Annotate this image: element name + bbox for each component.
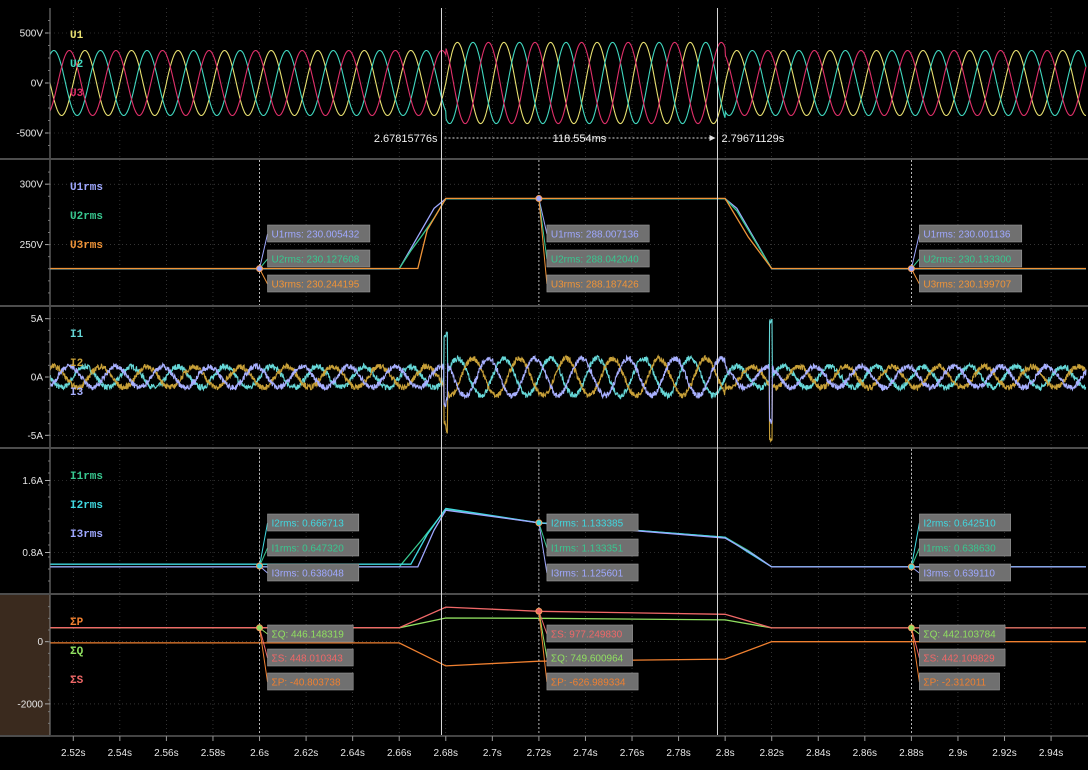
annotation-label: ΣP: -2.312011 xyxy=(923,678,986,689)
time-tick-label: 2.56s xyxy=(154,748,178,759)
annotation-label: I2rms: 0.666713 xyxy=(272,519,345,530)
annotation-marker xyxy=(536,520,542,526)
annotation-label: I1rms: 0.638630 xyxy=(923,544,996,555)
series-label: U1rms xyxy=(70,182,103,194)
time-tick-label: 2.54s xyxy=(108,748,132,759)
annotation-marker xyxy=(908,625,914,631)
y-tick-label: 0A xyxy=(31,373,44,384)
time-tick-label: 2.74s xyxy=(573,748,597,759)
time-tick-label: 2.82s xyxy=(759,748,783,759)
cursor-end-label: 2.79671129s xyxy=(721,133,784,145)
series-label: I2rms xyxy=(70,500,103,512)
annotation-marker xyxy=(536,608,542,614)
time-tick-label: 2.7s xyxy=(483,748,502,759)
annotation-label: ΣS: 977.249830 xyxy=(551,630,623,641)
time-tick-label: 2.72s xyxy=(527,748,551,759)
y-tick-label: -5A xyxy=(27,431,43,442)
annotation-label: ΣS: 442.109829 xyxy=(923,654,995,665)
annotation-marker xyxy=(257,625,263,631)
time-tick-label: 2.84s xyxy=(806,748,830,759)
time-tick-label: 2.88s xyxy=(899,748,923,759)
annotation-marker xyxy=(908,266,914,272)
series-label: ΣP xyxy=(70,617,84,629)
annotation-label: ΣP: -40.803738 xyxy=(272,678,341,689)
series-label: I3rms xyxy=(70,529,103,541)
annotation-label: U2rms: 230.127608 xyxy=(272,255,360,266)
series-label: U2 xyxy=(70,59,83,71)
y-tick-label: 250V xyxy=(20,240,44,251)
series-label: I1rms xyxy=(70,471,103,483)
annotation-label: ΣQ: 442.103784 xyxy=(923,630,996,641)
annotation-label: U1rms: 230.005432 xyxy=(272,230,360,241)
time-tick-label: 2.86s xyxy=(853,748,877,759)
annotation-label: I3rms: 0.638048 xyxy=(272,569,345,580)
series-label: I3 xyxy=(70,387,84,399)
y-tick-label: 5A xyxy=(31,314,44,325)
annotation-label: I2rms: 1.133385 xyxy=(551,519,624,530)
annotation-label: I1rms: 0.647320 xyxy=(272,544,345,555)
annotation-label: U3rms: 230.199707 xyxy=(923,280,1011,291)
annotation-marker xyxy=(257,266,263,272)
y-tick-label: 0.8A xyxy=(22,548,43,559)
y-tick-label: 300V xyxy=(20,180,44,191)
series-label: U2rms xyxy=(70,211,103,223)
annotation-marker xyxy=(908,564,914,570)
annotation-label: I1rms: 1.133351 xyxy=(551,544,624,555)
series-label: U3 xyxy=(70,88,84,100)
time-tick-label: 2.78s xyxy=(666,748,690,759)
annotation-label: U2rms: 288.042040 xyxy=(551,255,639,266)
y-tick-label: 0 xyxy=(37,637,43,648)
time-tick-label: 2.94s xyxy=(1039,748,1063,759)
annotation-label: I2rms: 0.642510 xyxy=(923,519,996,530)
annotation-label: U2rms: 230.133300 xyxy=(923,255,1011,266)
annotation-label: I3rms: 0.639110 xyxy=(923,569,995,580)
series-label: I1 xyxy=(70,329,84,341)
time-tick-label: 2.62s xyxy=(294,748,318,759)
annotation-label: U1rms: 230.001136 xyxy=(923,230,1011,241)
series-label: I2 xyxy=(70,358,83,370)
time-tick-label: 2.92s xyxy=(992,748,1016,759)
power-axis-background xyxy=(0,595,50,735)
time-tick-label: 2.6s xyxy=(250,748,269,759)
series-label: U3rms xyxy=(70,240,103,252)
y-tick-label: -2000 xyxy=(17,699,43,710)
annotation-label: U1rms: 288.007136 xyxy=(551,230,639,241)
series-label: U1 xyxy=(70,30,84,42)
y-tick-label: 500V xyxy=(20,29,44,40)
annotation-marker xyxy=(257,563,263,569)
time-tick-label: 2.76s xyxy=(620,748,644,759)
annotation-label: ΣQ: 749.600964 xyxy=(551,654,624,665)
annotation-label: ΣS: 448.010343 xyxy=(272,654,344,665)
time-tick-label: 2.8s xyxy=(716,748,735,759)
series-label: ΣQ xyxy=(70,646,84,658)
annotation-label: ΣP: -626.989334 xyxy=(551,678,626,689)
cursor-delta-label: 118.554ms xyxy=(553,133,607,145)
y-tick-label: 0V xyxy=(31,79,44,90)
annotation-label: U3rms: 230.244195 xyxy=(272,280,360,291)
y-tick-label: 1.6A xyxy=(22,476,43,487)
time-tick-label: 2.9s xyxy=(949,748,968,759)
time-tick-label: 2.64s xyxy=(340,748,364,759)
annotation-label: I3rms: 1.125601 xyxy=(551,569,624,580)
time-tick-label: 2.66s xyxy=(387,748,411,759)
series-label: ΣS xyxy=(70,675,84,687)
time-tick-label: 2.68s xyxy=(434,748,458,759)
annotation-marker xyxy=(536,196,542,202)
annotation-label: ΣQ: 446.148319 xyxy=(272,630,345,641)
cursor-start-label: 2.67815776s xyxy=(374,133,438,145)
time-tick-label: 2.58s xyxy=(201,748,225,759)
time-tick-label: 2.52s xyxy=(61,748,85,759)
y-tick-label: -500V xyxy=(16,129,43,140)
annotation-label: U3rms: 288.187426 xyxy=(551,280,639,291)
